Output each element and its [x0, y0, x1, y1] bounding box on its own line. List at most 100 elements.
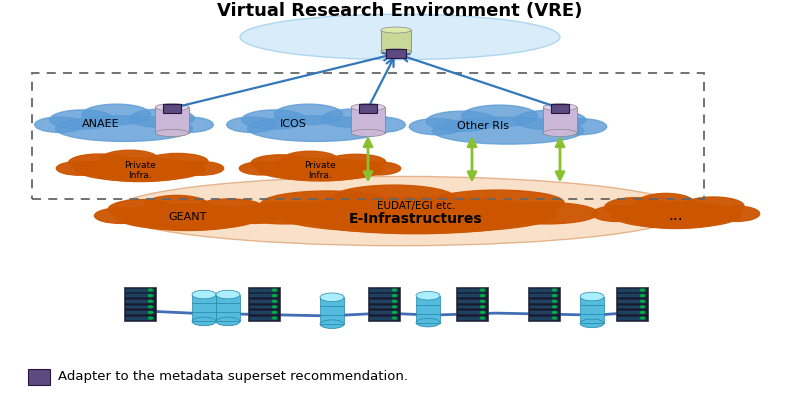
Ellipse shape [553, 295, 557, 297]
Ellipse shape [611, 202, 741, 228]
Ellipse shape [89, 162, 191, 181]
Ellipse shape [641, 306, 645, 308]
Ellipse shape [480, 306, 485, 308]
Ellipse shape [592, 206, 640, 222]
FancyBboxPatch shape [370, 300, 398, 303]
Ellipse shape [712, 206, 760, 222]
Ellipse shape [351, 129, 385, 137]
Ellipse shape [320, 293, 344, 302]
FancyBboxPatch shape [163, 104, 181, 112]
FancyBboxPatch shape [458, 289, 486, 291]
Ellipse shape [216, 317, 240, 326]
Ellipse shape [480, 295, 485, 297]
Ellipse shape [56, 162, 104, 175]
FancyBboxPatch shape [126, 289, 154, 291]
FancyBboxPatch shape [616, 287, 648, 321]
FancyBboxPatch shape [250, 311, 278, 314]
Ellipse shape [272, 295, 277, 297]
Ellipse shape [55, 116, 193, 141]
Ellipse shape [356, 117, 406, 133]
Ellipse shape [641, 311, 645, 313]
FancyBboxPatch shape [530, 311, 558, 314]
Ellipse shape [480, 311, 485, 313]
Text: Private
Infra.: Private Infra. [124, 161, 156, 180]
Ellipse shape [251, 155, 310, 171]
Ellipse shape [416, 291, 440, 300]
FancyBboxPatch shape [530, 295, 558, 297]
Ellipse shape [462, 105, 538, 127]
FancyBboxPatch shape [370, 317, 398, 320]
Ellipse shape [641, 300, 645, 302]
Ellipse shape [275, 197, 557, 233]
Ellipse shape [261, 191, 394, 218]
FancyBboxPatch shape [126, 300, 154, 303]
Ellipse shape [216, 290, 240, 299]
Ellipse shape [625, 207, 727, 229]
FancyBboxPatch shape [370, 295, 398, 297]
FancyBboxPatch shape [458, 300, 486, 303]
Ellipse shape [69, 154, 130, 171]
Ellipse shape [416, 318, 440, 327]
Ellipse shape [553, 300, 557, 302]
FancyBboxPatch shape [386, 49, 406, 58]
Ellipse shape [130, 109, 194, 127]
Ellipse shape [494, 202, 598, 224]
Ellipse shape [480, 300, 485, 302]
FancyBboxPatch shape [618, 300, 646, 303]
Ellipse shape [682, 197, 744, 215]
Text: GEANT: GEANT [169, 212, 207, 222]
Ellipse shape [392, 311, 397, 313]
Ellipse shape [392, 317, 397, 319]
Ellipse shape [282, 151, 338, 168]
FancyBboxPatch shape [618, 306, 646, 308]
Ellipse shape [144, 195, 209, 216]
Ellipse shape [354, 162, 401, 175]
FancyBboxPatch shape [320, 297, 344, 324]
FancyBboxPatch shape [370, 311, 398, 314]
FancyBboxPatch shape [359, 104, 377, 112]
Ellipse shape [322, 109, 386, 127]
FancyBboxPatch shape [551, 104, 569, 112]
FancyBboxPatch shape [528, 287, 560, 321]
Ellipse shape [164, 117, 214, 133]
Ellipse shape [50, 110, 114, 129]
Ellipse shape [108, 200, 177, 219]
Ellipse shape [480, 317, 485, 319]
Ellipse shape [228, 208, 282, 224]
Ellipse shape [258, 159, 382, 180]
FancyBboxPatch shape [250, 300, 278, 303]
FancyBboxPatch shape [28, 368, 50, 385]
Ellipse shape [514, 110, 586, 129]
Ellipse shape [272, 289, 277, 291]
FancyBboxPatch shape [155, 107, 189, 133]
Ellipse shape [176, 162, 224, 175]
FancyBboxPatch shape [618, 289, 646, 291]
Ellipse shape [242, 110, 306, 129]
Ellipse shape [580, 319, 604, 328]
Text: Private
Infra.: Private Infra. [304, 161, 336, 180]
Text: ANAEE: ANAEE [82, 119, 120, 129]
Ellipse shape [155, 104, 189, 111]
Ellipse shape [234, 202, 338, 224]
Ellipse shape [240, 14, 560, 60]
FancyBboxPatch shape [530, 317, 558, 320]
Ellipse shape [192, 317, 216, 326]
FancyBboxPatch shape [618, 311, 646, 314]
Ellipse shape [272, 311, 277, 313]
Ellipse shape [148, 295, 152, 297]
Ellipse shape [392, 289, 397, 291]
Ellipse shape [155, 129, 189, 137]
Text: Virtual Research Environment (VRE): Virtual Research Environment (VRE) [218, 2, 582, 20]
Ellipse shape [148, 306, 152, 308]
Ellipse shape [326, 154, 386, 170]
FancyBboxPatch shape [458, 317, 486, 320]
Ellipse shape [553, 311, 557, 313]
Ellipse shape [248, 116, 384, 141]
Ellipse shape [112, 176, 688, 246]
Ellipse shape [580, 292, 604, 301]
Ellipse shape [480, 289, 485, 291]
FancyBboxPatch shape [458, 295, 486, 297]
FancyBboxPatch shape [530, 300, 558, 303]
Ellipse shape [116, 204, 260, 230]
Text: E-Infrastructures: E-Infrastructures [349, 212, 483, 226]
